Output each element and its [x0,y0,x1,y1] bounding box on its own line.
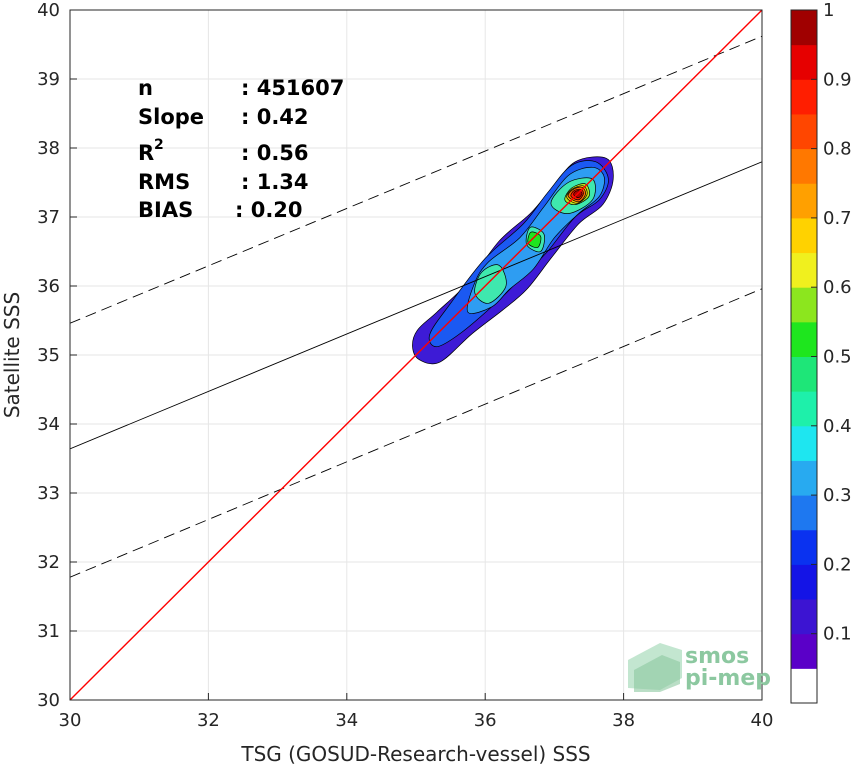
colorbar-ticks: 1 0.9 0.8 0.7 0.6 0.5 0.4 0.3 0.2 0.1 [811,0,852,645]
y-axis-ticks: 30 31 32 33 34 35 36 37 38 39 40 [37,0,77,711]
colorbar-band [791,252,817,288]
density-contour-level-3 [474,264,507,304]
y-tick-label: 38 [37,138,60,159]
colorbar-band [791,321,817,357]
logo-line1: smos [685,644,749,669]
colorbar-band [791,217,817,254]
colorbar-band [791,633,817,669]
y-tick-label: 36 [37,276,60,297]
colorbar-band [791,599,817,635]
colorbar-band [791,391,817,427]
stats-box: n : 451607 Slope : 0.42 R 2 : 0.56 RMS :… [138,76,344,222]
colorbar-tick-label: 0.9 [823,69,852,90]
colorbar-band [791,44,817,80]
reference-lines [70,10,762,700]
x-tick-label: 30 [59,710,82,731]
colorbar-band [791,287,817,323]
colorbar-band [791,10,817,46]
stat-r2-superscript: 2 [154,137,164,153]
stat-slope-label: Slope [138,105,204,129]
stat-r2-value: : 0.56 [241,141,309,165]
y-tick-label: 40 [37,0,60,21]
y-tick-label: 37 [37,207,60,228]
y-tick-label: 34 [37,414,60,435]
colorbar-tick-label: 0.2 [823,554,852,575]
colorbar-band [791,113,817,150]
y-tick-label: 33 [37,483,60,504]
smos-pi-mep-logo: smos pi-mep [628,643,771,692]
one-to-one-line [70,10,762,700]
x-tick-label: 32 [197,710,220,731]
colorbar-band [791,668,817,704]
y-tick-label: 32 [37,552,60,573]
colorbar-tick-label: 0.4 [823,416,852,437]
stat-bias-value: : 0.20 [235,198,303,222]
colorbar-tick-label: 0.7 [823,208,852,229]
stat-r2-label: R [138,141,154,165]
y-tick-label: 30 [37,690,60,711]
stat-rms-label: RMS [138,170,190,194]
stat-bias-label: BIAS [138,198,193,222]
x-tick-label: 40 [751,710,774,731]
colorbar-band [791,564,817,600]
y-tick-label: 31 [37,621,60,642]
y-axis-title: Satellite SSS [0,292,24,418]
logo-line2: pi-mep [685,666,771,691]
stat-n-label: n [138,76,153,100]
regression-fit-line [70,161,762,450]
x-axis-title: TSG (GOSUD-Research-vessel) SSS [240,742,590,766]
colorbar [791,10,817,704]
colorbar-tick-label: 0.1 [823,624,852,645]
logo-wave-shade-icon [634,655,680,692]
colorbar-band [791,495,817,531]
colorbar-tick-label: 0.8 [823,139,852,160]
colorbar-tick-label: 0.3 [823,485,852,506]
stat-slope-value: : 0.42 [241,105,309,129]
stat-rms-value: : 1.34 [241,170,309,194]
colorbar-band [791,148,817,184]
x-tick-label: 38 [612,710,635,731]
colorbar-tick-label: 0.5 [823,347,852,368]
colorbar-tick-label: 0.6 [823,277,852,298]
colorbar-band [791,79,817,115]
colorbar-tick-label: 1 [823,0,834,21]
x-axis-ticks: 30 32 34 36 38 40 [59,693,774,731]
y-tick-label: 39 [37,69,60,90]
upper-bound-dashed-line [70,35,762,324]
lower-bound-dashed-line [70,288,762,578]
x-tick-label: 34 [335,710,358,731]
stat-n-value: : 451607 [241,76,344,100]
y-tick-label: 35 [37,345,60,366]
colorbar-band [791,425,817,461]
colorbar-band [791,356,817,392]
colorbar-band [791,183,817,219]
colorbar-band [791,460,817,496]
grid [69,9,763,701]
density-contour-level-6 [527,231,542,248]
x-tick-label: 36 [474,710,497,731]
colorbar-band [791,529,817,565]
